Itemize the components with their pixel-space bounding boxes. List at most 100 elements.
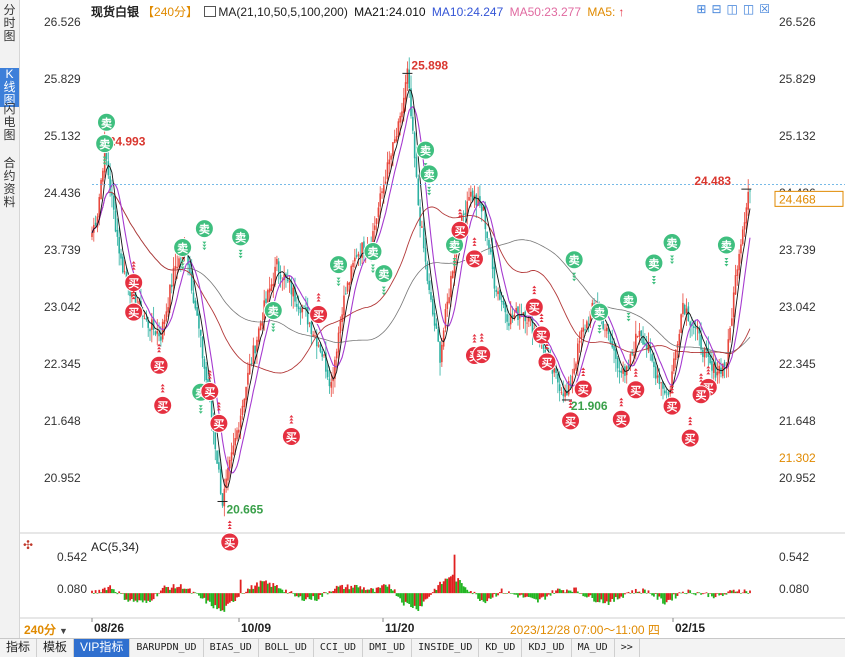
sell-signal[interactable]: 卖 [662,233,682,265]
dropdown-icon: ▼ [59,626,68,636]
ac-bar [453,554,456,594]
candle [618,360,621,384]
ma5-value: MA5: [587,5,616,19]
buy-signal[interactable]: 买 [149,343,169,375]
ac-bar [524,593,527,598]
pan-left-icon[interactable]: ◫ [726,2,743,16]
buy-signal[interactable]: 买 [124,290,144,322]
ac-tick-left: 0.080 [57,582,87,596]
candle [344,286,347,295]
sell-signal[interactable]: 卖 [564,250,584,282]
period-label[interactable]: 【240分】 [142,5,199,19]
indicator-tab-0[interactable]: 指标 [0,639,38,657]
sell-signal[interactable]: 卖 [716,235,736,267]
sell-signal[interactable]: 卖 [590,302,610,334]
indicator-tab-12[interactable]: >> [615,639,640,657]
buy-signal[interactable]: 买 [153,383,173,415]
ac-bar [658,593,661,597]
pan-right-icon[interactable]: ◫ [742,2,760,16]
price-tick-right: 23.739 [779,243,816,257]
close-icon[interactable]: ☒ [759,2,775,16]
ac-bar [292,593,295,594]
indicator-tab-8[interactable]: INSIDE_UD [412,639,480,657]
buy-signal[interactable]: 买 [472,333,492,365]
zoom-out-icon[interactable]: ⊟ [711,2,727,16]
candle [328,366,331,394]
buy-signal[interactable]: 买 [220,520,240,552]
sell-signal[interactable]: 卖 [173,237,193,269]
ac-bar [323,592,325,594]
sell-signal[interactable]: 卖 [95,134,115,166]
buy-signal[interactable]: 买 [691,373,711,405]
candle [508,314,510,331]
zoom-in-icon[interactable]: ⊞ [696,2,712,16]
ac-bar [163,585,166,594]
sell-signal[interactable]: 卖 [644,253,664,285]
signal-label: 买 [286,431,297,444]
buy-signal[interactable]: 买 [662,384,682,416]
indicator-tab-3[interactable]: BARUPDN_UD [130,639,204,657]
candle [151,312,153,343]
ac-bar [517,593,519,598]
ac-bar [306,593,309,598]
ac-bar [428,593,431,597]
buy-signal[interactable]: 买 [611,397,631,429]
buy-signal[interactable]: 买 [680,416,700,448]
buy-signal[interactable]: 买 [464,237,484,269]
sell-signal[interactable]: 卖 [445,235,465,267]
buy-signal[interactable]: 买 [450,208,470,240]
sell-signal[interactable]: 卖 [416,140,436,172]
ac-bar [295,593,298,597]
candle [261,312,264,330]
sell-signal[interactable]: 卖 [329,255,349,287]
buy-signal[interactable]: 买 [209,401,229,433]
buy-signal[interactable]: 买 [532,313,552,345]
indicator-tab-4[interactable]: BIAS_UD [204,639,259,657]
indicator-tab-2[interactable]: VIP指标 [74,639,131,657]
candle [373,216,376,241]
candle [426,260,429,285]
sell-signal[interactable]: 卖 [619,290,639,322]
indicator-tab-5[interactable]: BOLL_UD [259,639,314,657]
ac-bar [304,593,307,600]
ac-bar [529,593,532,598]
ac-bar [721,593,724,597]
sell-signal[interactable]: 卖 [194,219,214,251]
buy-signal[interactable]: 买 [309,293,329,325]
indicator-tab-1[interactable]: 模板 [37,639,75,657]
sell-signal[interactable]: 卖 [263,300,283,332]
candle [466,191,469,228]
buy-signal[interactable]: 买 [524,285,544,317]
ac-bar [546,593,548,597]
buy-signal[interactable]: 买 [626,368,646,400]
buy-signal[interactable]: 买 [561,399,581,431]
sidebar-tab-0[interactable]: 分时图 [3,3,16,43]
sidebar-tab-2[interactable]: 闪电图 [3,102,16,142]
candle [192,280,195,304]
candle [377,202,380,228]
ac-bar [640,593,643,594]
indicator-tab-7[interactable]: DMI_UD [363,639,413,657]
indicator-tab-10[interactable]: KDJ_UD [522,639,572,657]
candle [644,333,646,347]
candle [640,330,643,344]
buy-signal[interactable]: 买 [200,369,220,401]
indicator-tab-11[interactable]: MA_UD [572,639,615,657]
ma-spec[interactable]: MA(21,10,50,5,100,200) [218,5,348,19]
sell-signal[interactable]: 卖 [374,264,394,296]
buy-signal[interactable]: 买 [281,414,301,446]
timeframe-selector[interactable]: 240分 ▼ [24,621,68,638]
indicator-tab-9[interactable]: KD_UD [479,639,523,657]
ma-spec-icon[interactable] [204,6,217,17]
buy-signal[interactable]: 买 [573,367,593,399]
sell-signal[interactable]: 卖 [363,242,383,274]
crosshair-icon[interactable]: ✣ [23,538,33,552]
arrow-up-icon[interactable]: ↑ [618,5,625,19]
buy-signal[interactable]: 买 [537,340,557,372]
sidebar-tab-3[interactable]: 合约资料 [3,156,16,209]
sell-signal[interactable]: 卖 [231,227,251,259]
indicator-tab-6[interactable]: CCI_UD [314,639,364,657]
candle [243,397,246,413]
